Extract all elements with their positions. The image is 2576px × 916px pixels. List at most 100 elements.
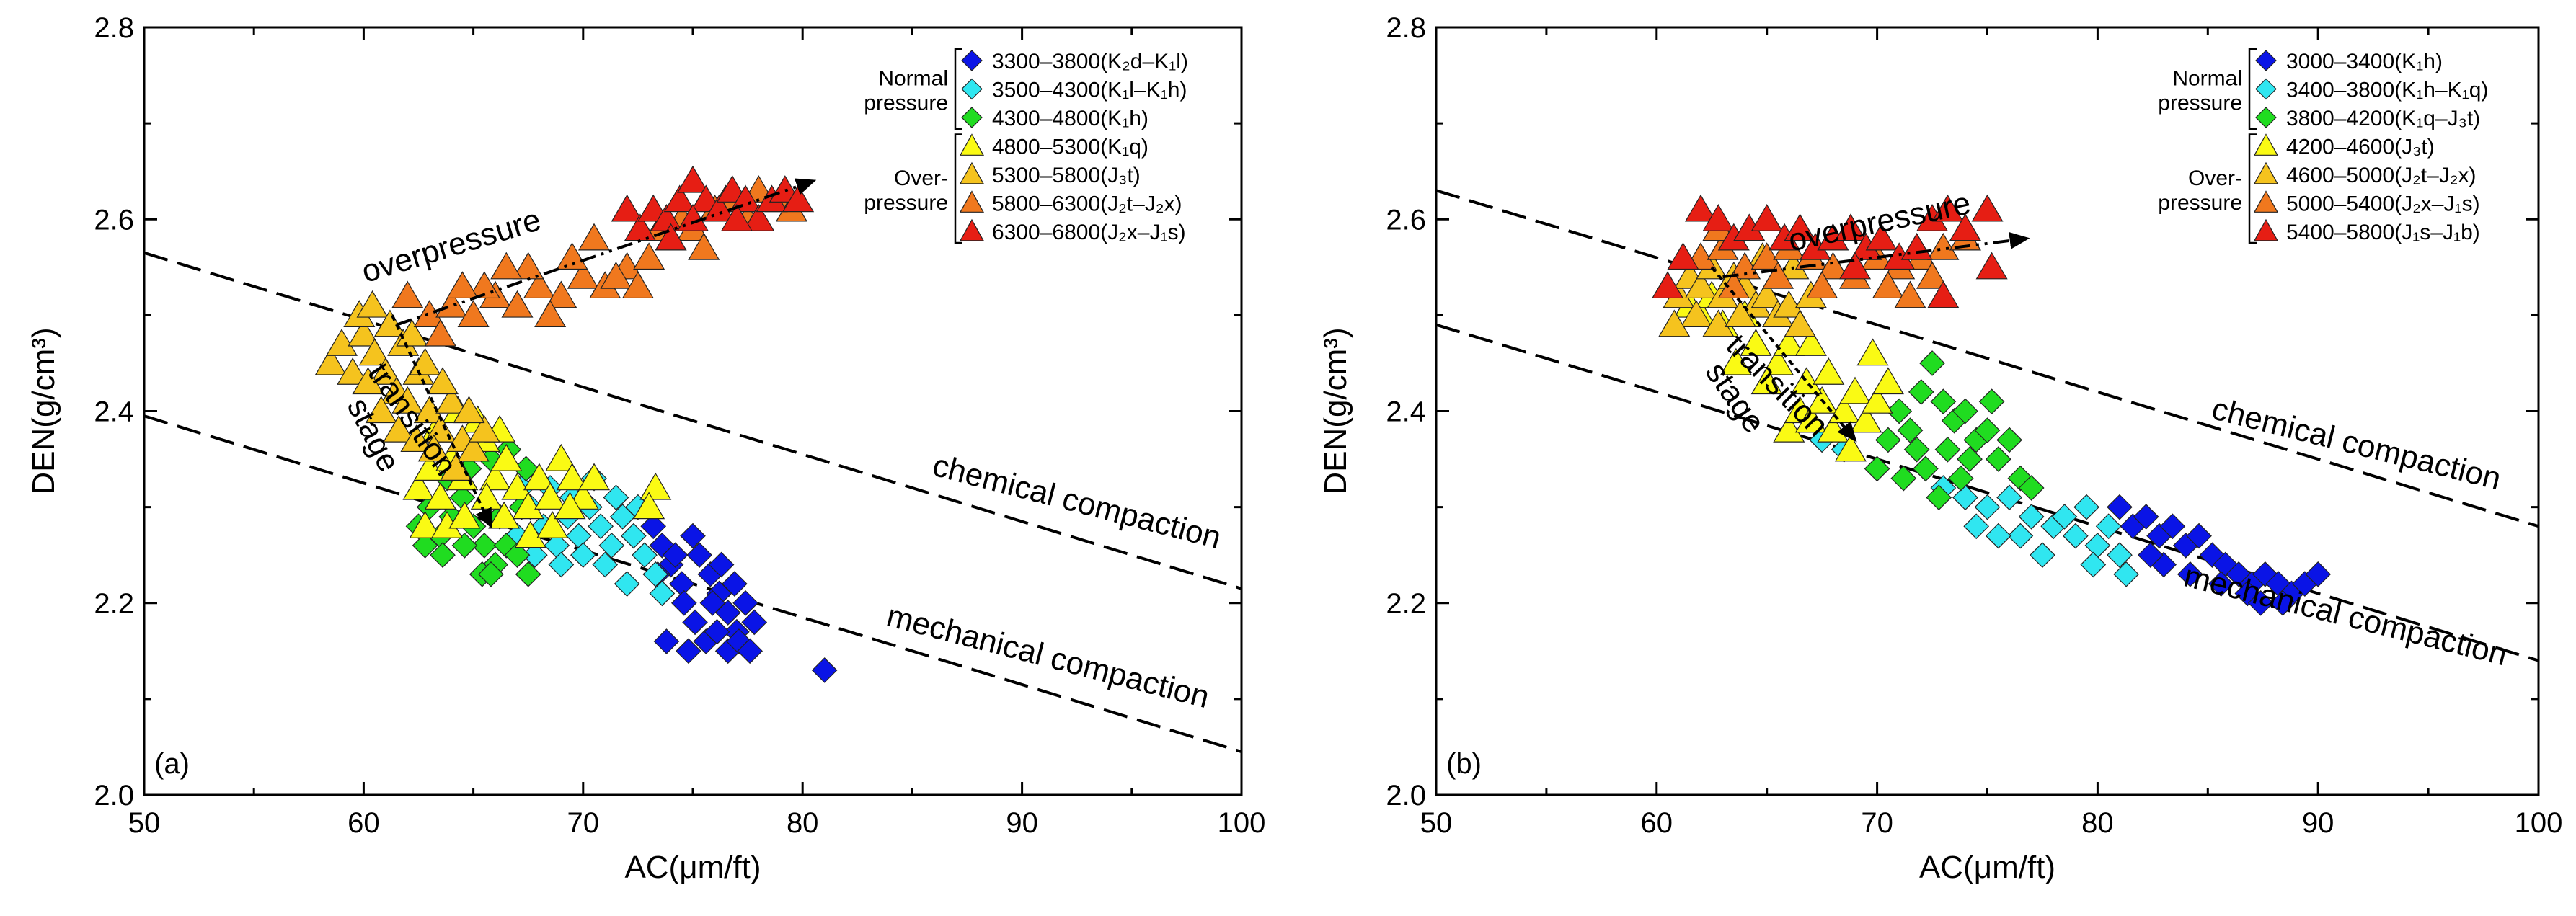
triangle-point [1667,242,1699,270]
y-tick-label: 2.8 [94,12,134,44]
triangle-point [556,463,588,491]
legend-label: 3500–4300(K₁l–K₁h) [992,79,1187,102]
legend-diamond-marker [2255,107,2277,128]
triangle-point [413,300,446,327]
diamond-point [1985,523,2011,549]
diamond-point [741,609,768,636]
triangle-point [1684,271,1717,299]
y-tick-label: 2.0 [1386,780,1426,811]
mechanical-compaction-label: mechanical compaction [883,598,1213,716]
legend-label: 3400–3800(K₁h–K₁q) [2286,79,2488,102]
series-0 [640,513,838,683]
diamond-point [686,542,712,569]
triangle-point [514,520,546,548]
chemical-compaction-line [144,251,1241,590]
triangle-point [1652,271,1684,299]
diamond-point [1974,417,2001,443]
x-axis-title: AC(μm/ft) [1919,850,2055,885]
diamond-point [1934,436,1961,463]
diamond-point [2208,571,2234,597]
triangle-point [1856,338,1889,366]
triangle-point [676,165,709,193]
legend-item: 3000–3400(K₁h) [2255,50,2443,74]
diamond-point [1864,455,1890,482]
diamond-point [1947,465,1974,492]
diamond-point [2030,542,2055,569]
triangle-point [1806,271,1838,299]
triangle-point [457,300,490,327]
triangle-point [1794,405,1827,433]
diamond-point [2107,494,2133,520]
x-tick-label: 70 [567,807,600,839]
legend-item: 4200–4600(J₃t) [2253,133,2435,159]
triangle-point [743,204,775,231]
triangle-point [1872,367,1904,395]
diamond-point [2252,561,2278,587]
diamond-point [708,551,735,578]
legend-triangle-marker [2253,190,2279,213]
panel-a: 50 60 70 80 90 100 2.0 2.2 2.4 2.6 2.8 AC(μm/ft) DEN… [26,12,1265,885]
x-axis-title: AC(μm/ft) [624,850,761,885]
legend-item: 3800–4200(K₁q–J₃t) [2255,107,2480,130]
y-tick-label: 2.2 [1386,588,1426,620]
triangle-point [453,396,485,424]
triangle-point [435,290,468,318]
legend-group-label: Normal pressure [2158,67,2242,115]
diamond-point [704,618,730,645]
triangle-point [1927,280,1960,308]
legend-label: 3000–3400(K₁h) [2286,50,2443,74]
diamond-point [1974,494,2001,520]
y-axis-title: DEN(g/cm³) [1318,327,1353,494]
diamond-point [1908,379,1934,405]
triangle-point [554,492,586,520]
triangle-point [417,434,450,462]
diamond-point [2270,590,2296,616]
diamond-point [1897,417,1924,443]
diamond-point [676,638,701,664]
legend-item: 4300–4800(K₁h) [961,107,1148,130]
triangle-point [1872,271,1904,299]
y-axis-title: DEN(g/cm³) [26,327,61,494]
triangle-point [358,338,391,366]
triangle-point [424,482,456,510]
triangle-point [325,329,358,356]
legend-item: 3500–4300(K₁l–K₁h) [961,79,1187,102]
triangle-point [523,271,555,299]
triangle-point [1790,367,1823,395]
x-tick-label: 90 [2302,807,2334,839]
triangle-point [600,261,632,289]
diamond-point [603,484,629,511]
legend-triangle-marker [959,133,985,156]
diamond-point [1952,484,1978,511]
legend-bracket [2248,133,2257,244]
series-2 [405,436,541,587]
diamond-point [570,542,596,569]
legend-label: 3800–4200(K₁q–J₃t) [2286,107,2480,130]
triangle-point [391,386,424,414]
diamond-point [699,590,726,616]
triangle-point [1750,367,1783,395]
triangle-point [468,414,500,443]
diamond-point [2247,590,2274,616]
legend-item: 5300–5800(J₃t) [959,161,1141,187]
plot-area [144,165,1241,754]
legend-item: 5000–5400(J₂x–J₁s) [2253,190,2480,216]
x-tick-label: 50 [1420,807,1453,839]
diamond-point [680,523,706,549]
diamond-point [2113,561,2139,587]
legend-diamond-marker [2255,50,2277,71]
triangle-point [1838,376,1872,404]
triangle-point [1834,434,1867,462]
transition-arrow [1710,266,1857,443]
triangle-point [1894,280,1926,308]
triangle-point [577,463,611,491]
triangle-point [435,386,468,414]
triangle-point [1761,261,1794,289]
legend: 3000–3400(K₁h) 3400–3800(K₁h–K₁q) 3800–420… [2158,48,2488,244]
x-tick-label: 60 [348,807,380,839]
triangle-point [545,280,577,308]
y-tick-label: 2.2 [94,588,134,620]
mechanical-compaction-label: mechanical compaction [2181,559,2511,673]
legend-bracket [2248,48,2257,130]
diamond-point [2107,542,2133,569]
